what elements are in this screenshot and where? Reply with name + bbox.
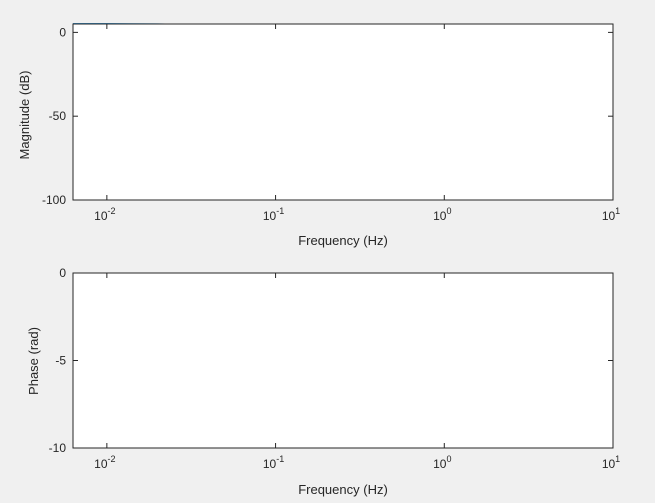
magnitude-y-tick-label: -100 — [42, 193, 66, 207]
phase-x-tick-label: 101 — [602, 454, 620, 471]
phase-x-tick-label: 100 — [433, 454, 451, 471]
phase-axes: Frequency (Hz) Phase (rad) 10-2 10-1 100 10… — [26, 266, 620, 497]
magnitude-axes: Frequency (Hz) Magnitude (dB) 10-2 10-1 10… — [17, 23, 620, 248]
phase-y-tick-label: -10 — [49, 441, 67, 455]
magnitude-y-tick-label: 0 — [59, 25, 66, 39]
magnitude-x-label: Frequency (Hz) — [298, 233, 388, 248]
magnitude-x-tick-label: 101 — [602, 206, 620, 223]
phase-x-tick-label: 10-1 — [263, 454, 284, 471]
phase-x-tick-label: 10-2 — [94, 454, 115, 471]
magnitude-y-tick-label: -50 — [49, 109, 67, 123]
magnitude-y-label: Magnitude (dB) — [17, 71, 32, 160]
phase-y-tick-label: 0 — [59, 266, 66, 280]
phase-axes-box — [72, 272, 614, 449]
magnitude-axes-box — [72, 23, 614, 201]
magnitude-x-tick-label: 100 — [433, 206, 451, 223]
magnitude-x-tick-label: 10-1 — [263, 206, 284, 223]
phase-x-label: Frequency (Hz) — [298, 482, 388, 497]
magnitude-x-tick-label: 10-2 — [94, 206, 115, 223]
phase-y-tick-label: -5 — [55, 354, 66, 368]
phase-y-label: Phase (rad) — [26, 327, 41, 395]
